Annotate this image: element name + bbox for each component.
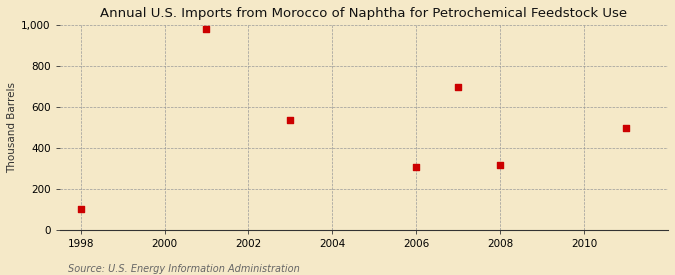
Point [453,84,464,89]
Point [201,27,212,32]
Y-axis label: Thousand Barrels: Thousand Barrels [7,82,17,173]
Point [411,165,422,170]
Text: Source: U.S. Energy Information Administration: Source: U.S. Energy Information Administ… [68,264,299,274]
Point [621,125,632,130]
Point [285,118,296,123]
Title: Annual U.S. Imports from Morocco of Naphtha for Petrochemical Feedstock Use: Annual U.S. Imports from Morocco of Naph… [101,7,627,20]
Point [75,207,86,211]
Point [495,163,506,167]
